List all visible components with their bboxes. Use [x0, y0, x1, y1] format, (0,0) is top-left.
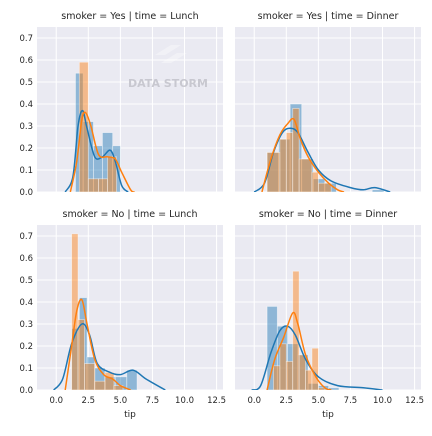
facet-panel-1: smoker = Yes | time = Lunch 0.0 0.1 0.2 0.3 0…	[19, 11, 223, 198]
facet-panel-2: smoker = Yes | time = Dinner	[235, 11, 421, 193]
orange-kde-line	[64, 298, 131, 390]
x-tick-label: 2.5	[82, 396, 96, 406]
orange-kde-line	[69, 111, 135, 192]
x-axis-label: tip	[322, 410, 334, 420]
orange-hist-bar	[84, 363, 96, 390]
x-tick-label: 7.5	[344, 396, 358, 406]
orange-hist-bar	[279, 138, 287, 192]
blue-hist-bar	[371, 189, 385, 192]
panel-background	[37, 27, 223, 192]
orange-hist-bar	[285, 360, 294, 390]
blue-hist-bar	[78, 297, 88, 390]
x-tick-label: 5.0	[312, 396, 326, 406]
orange-hist-bar	[279, 343, 287, 390]
orange-hist-bar	[317, 182, 332, 192]
blue-kde-line	[251, 325, 383, 390]
watermark-mark	[161, 53, 187, 63]
orange-hist-bar	[87, 178, 99, 192]
panel-background	[235, 27, 421, 192]
panel-plot-area	[64, 61, 135, 192]
orange-hist-bar	[113, 385, 124, 390]
panel-plot-area	[251, 270, 383, 390]
orange-hist-bar	[298, 354, 306, 390]
orange-hist-bar	[98, 178, 108, 192]
x-tick-label: 7.5	[146, 396, 160, 406]
y-tick-label: 0.7	[19, 34, 33, 44]
x-tick-label: 2.5	[280, 396, 294, 406]
orange-hist-bar	[311, 347, 319, 390]
y-tick-label: 0.0	[19, 386, 33, 396]
y-tick-label: 0.2	[19, 342, 33, 352]
orange-hist-bar	[266, 151, 281, 192]
orange-hist-bar	[285, 132, 294, 192]
y-tick-label: 0.1	[19, 166, 33, 176]
orange-hist-bar	[71, 233, 79, 390]
orange-hist-bar	[305, 369, 313, 390]
y-tick-label: 0.6	[19, 254, 33, 264]
facet-panel-4: smoker = No | time = Dinner 0.0 2.5 5.0 7.5 1…	[235, 209, 424, 420]
orange-kde-line	[261, 117, 345, 192]
facet-panel-3: smoker = No | time = Lunch 0.0 0.1 0.2 0.3 0.…	[19, 209, 226, 420]
y-tick-label: 0.4	[19, 100, 33, 110]
orange-hist-bar	[94, 380, 106, 390]
panel-title: smoker = Yes | time = Dinner	[258, 11, 399, 22]
blue-hist-bar	[126, 369, 138, 390]
panel-background	[37, 225, 223, 390]
y-tick-label: 0.3	[19, 122, 33, 132]
x-tick-label: 12.5	[405, 396, 424, 406]
watermark-text: DATA STORM	[128, 77, 208, 90]
y-tick-label: 0.2	[19, 144, 33, 154]
y-tick-label: 0.0	[19, 188, 33, 198]
orange-kde-line	[266, 311, 332, 390]
orange-hist-bar	[273, 365, 281, 390]
panel-title: smoker = Yes | time = Lunch	[61, 11, 198, 22]
orange-hist-bar	[78, 61, 89, 192]
x-tick-label: 10.0	[373, 396, 392, 406]
orange-hist-bar	[292, 270, 300, 390]
blue-hist-bar	[289, 103, 303, 192]
panel-title: smoker = No | time = Dinner	[259, 209, 397, 220]
orange-hist-bar	[104, 371, 115, 390]
panel-title: smoker = No | time = Lunch	[63, 209, 198, 220]
x-tick-label: 0.0	[247, 396, 261, 406]
y-tick-label: 0.1	[19, 364, 33, 374]
orange-hist-bar	[77, 319, 85, 390]
y-tick-label: 0.5	[19, 276, 33, 286]
x-tick-label: 10.0	[175, 396, 194, 406]
x-axis-label: tip	[124, 410, 136, 420]
watermark-logo	[155, 45, 187, 63]
y-tick-label: 0.5	[19, 78, 33, 88]
y-tick-label: 0.6	[19, 56, 33, 66]
orange-hist-bar	[292, 108, 300, 192]
panel-plot-area	[53, 233, 166, 390]
y-tick-label: 0.4	[19, 298, 33, 308]
panel-background	[235, 225, 421, 390]
blue-kde-line	[53, 323, 166, 390]
x-tick-label: 12.5	[207, 396, 226, 406]
blue-kde-line	[64, 109, 129, 192]
x-tick-label: 5.0	[114, 396, 128, 406]
y-tick-label: 0.3	[19, 320, 33, 330]
x-tick-label: 0.0	[49, 396, 63, 406]
orange-hist-bar	[298, 158, 313, 192]
watermark-mark	[155, 45, 181, 55]
panel-plot-area	[253, 103, 391, 192]
y-tick-label: 0.7	[19, 232, 33, 242]
orange-hist-bar	[311, 171, 319, 192]
orange-hist-bar	[317, 387, 326, 390]
